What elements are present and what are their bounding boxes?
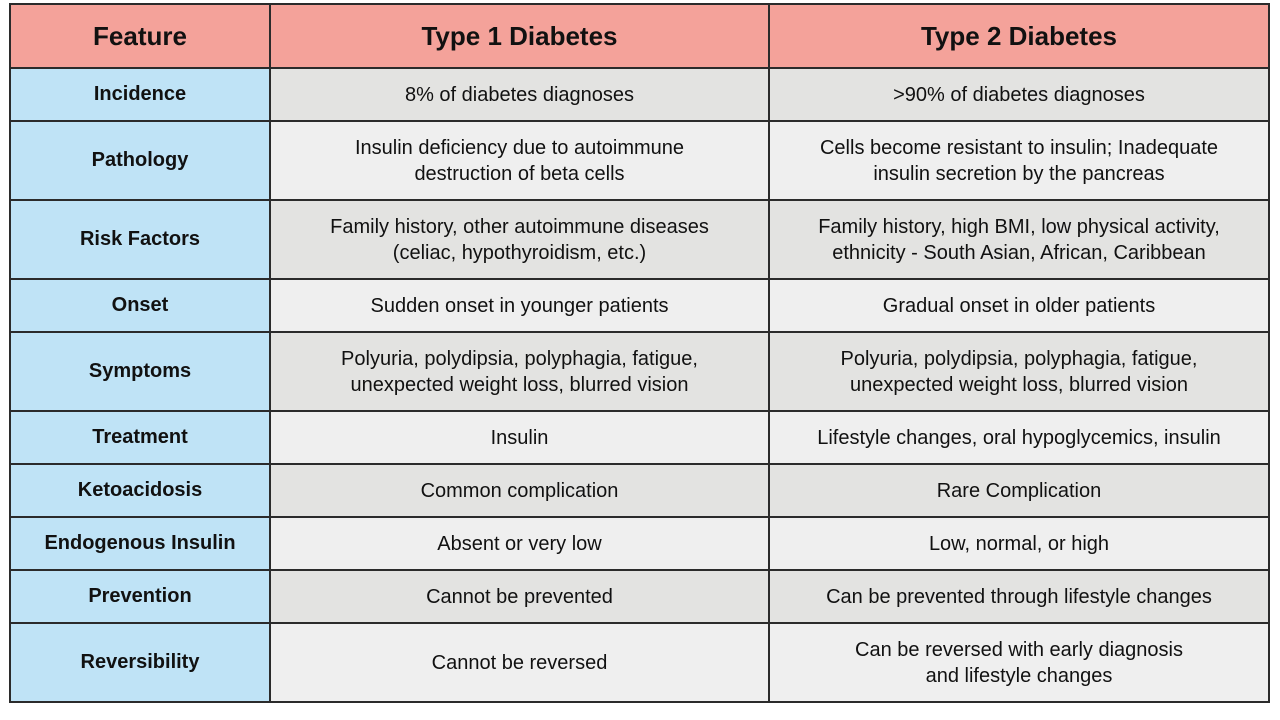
type2-cell: Cells become resistant to insulin; Inade… (768, 120, 1270, 201)
header-type2: Type 2 Diabetes (768, 3, 1270, 69)
type2-cell: Can be reversed with early diagnosis and … (768, 622, 1270, 703)
type1-cell: Common complication (269, 463, 770, 518)
type2-cell: Can be prevented through lifestyle chang… (768, 569, 1270, 624)
table-row: Onset Sudden onset in younger patients G… (9, 278, 1270, 333)
header-type1: Type 1 Diabetes (269, 3, 770, 69)
table-row: Prevention Cannot be prevented Can be pr… (9, 569, 1270, 624)
table-row: Ketoacidosis Common complication Rare Co… (9, 463, 1270, 518)
feature-cell: Risk Factors (9, 199, 271, 280)
type2-cell: Polyuria, polydipsia, polyphagia, fatigu… (768, 331, 1270, 412)
feature-cell: Incidence (9, 67, 271, 122)
type2-cell: Gradual onset in older patients (768, 278, 1270, 333)
table-row: Risk Factors Family history, other autoi… (9, 199, 1270, 280)
feature-cell: Symptoms (9, 331, 271, 412)
header-row: Feature Type 1 Diabetes Type 2 Diabetes (9, 3, 1270, 69)
feature-cell: Treatment (9, 410, 271, 465)
type2-cell: Lifestyle changes, oral hypoglycemics, i… (768, 410, 1270, 465)
type1-cell: Insulin deficiency due to autoimmune dest… (269, 120, 770, 201)
type2-cell: Rare Complication (768, 463, 1270, 518)
type1-cell: 8% of diabetes diagnoses (269, 67, 770, 122)
feature-cell: Endogenous Insulin (9, 516, 271, 571)
type1-cell: Family history, other autoimmune disease… (269, 199, 770, 280)
type1-cell: Insulin (269, 410, 770, 465)
comparison-table-container: Feature Type 1 Diabetes Type 2 Diabetes … (9, 3, 1270, 717)
diabetes-comparison-table: Feature Type 1 Diabetes Type 2 Diabetes … (9, 3, 1270, 703)
feature-cell: Reversibility (9, 622, 271, 703)
type2-cell: Low, normal, or high (768, 516, 1270, 571)
type1-cell: Absent or very low (269, 516, 770, 571)
feature-cell: Onset (9, 278, 271, 333)
feature-cell: Pathology (9, 120, 271, 201)
table-row: Incidence 8% of diabetes diagnoses >90% … (9, 67, 1270, 122)
table-row: Reversibility Cannot be reversed Can be … (9, 622, 1270, 703)
type1-cell: Cannot be prevented (269, 569, 770, 624)
type2-cell: Family history, high BMI, low physical a… (768, 199, 1270, 280)
feature-cell: Prevention (9, 569, 271, 624)
table-row: Treatment Insulin Lifestyle changes, ora… (9, 410, 1270, 465)
table-row: Symptoms Polyuria, polydipsia, polyphagi… (9, 331, 1270, 412)
header-feature: Feature (9, 3, 271, 69)
type1-cell: Cannot be reversed (269, 622, 770, 703)
type2-cell: >90% of diabetes diagnoses (768, 67, 1270, 122)
table-row: Pathology Insulin deficiency due to auto… (9, 120, 1270, 201)
type1-cell: Sudden onset in younger patients (269, 278, 770, 333)
table-row: Endogenous Insulin Absent or very low Lo… (9, 516, 1270, 571)
type1-cell: Polyuria, polydipsia, polyphagia, fatigu… (269, 331, 770, 412)
feature-cell: Ketoacidosis (9, 463, 271, 518)
